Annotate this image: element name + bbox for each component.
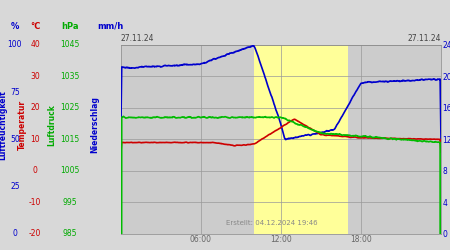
Text: 0: 0 (33, 166, 37, 175)
Text: 1025: 1025 (60, 104, 79, 112)
Text: Erstellt: 04.12.2024 19:46: Erstellt: 04.12.2024 19:46 (226, 220, 318, 226)
Text: 1045: 1045 (60, 40, 80, 50)
Text: %: % (11, 22, 19, 31)
Bar (254, 45, 347, 234)
Text: Luftdruck: Luftdruck (47, 104, 56, 146)
Text: -20: -20 (29, 229, 41, 238)
Text: -10: -10 (29, 198, 41, 207)
Text: 27.11.24: 27.11.24 (121, 34, 154, 43)
Text: Luftfeuchtigkeit: Luftfeuchtigkeit (0, 90, 8, 160)
Text: hPa: hPa (61, 22, 78, 31)
Text: 40: 40 (30, 40, 40, 50)
Text: 1005: 1005 (60, 166, 80, 175)
Text: 1015: 1015 (60, 135, 79, 144)
Text: 100: 100 (8, 40, 22, 50)
Text: mm/h: mm/h (97, 22, 123, 31)
Text: 27.11.24: 27.11.24 (408, 34, 441, 43)
Text: °C: °C (30, 22, 40, 31)
Text: 985: 985 (63, 229, 77, 238)
Text: 75: 75 (10, 88, 20, 97)
Text: 50: 50 (10, 135, 20, 144)
Text: Temperatur: Temperatur (18, 100, 27, 150)
Text: 20: 20 (30, 104, 40, 112)
Text: Niederschlag: Niederschlag (90, 96, 99, 154)
Text: 995: 995 (63, 198, 77, 207)
Text: 25: 25 (10, 182, 20, 191)
Text: 10: 10 (30, 135, 40, 144)
Text: 30: 30 (30, 72, 40, 81)
Text: 0: 0 (13, 229, 17, 238)
Text: 1035: 1035 (60, 72, 80, 81)
